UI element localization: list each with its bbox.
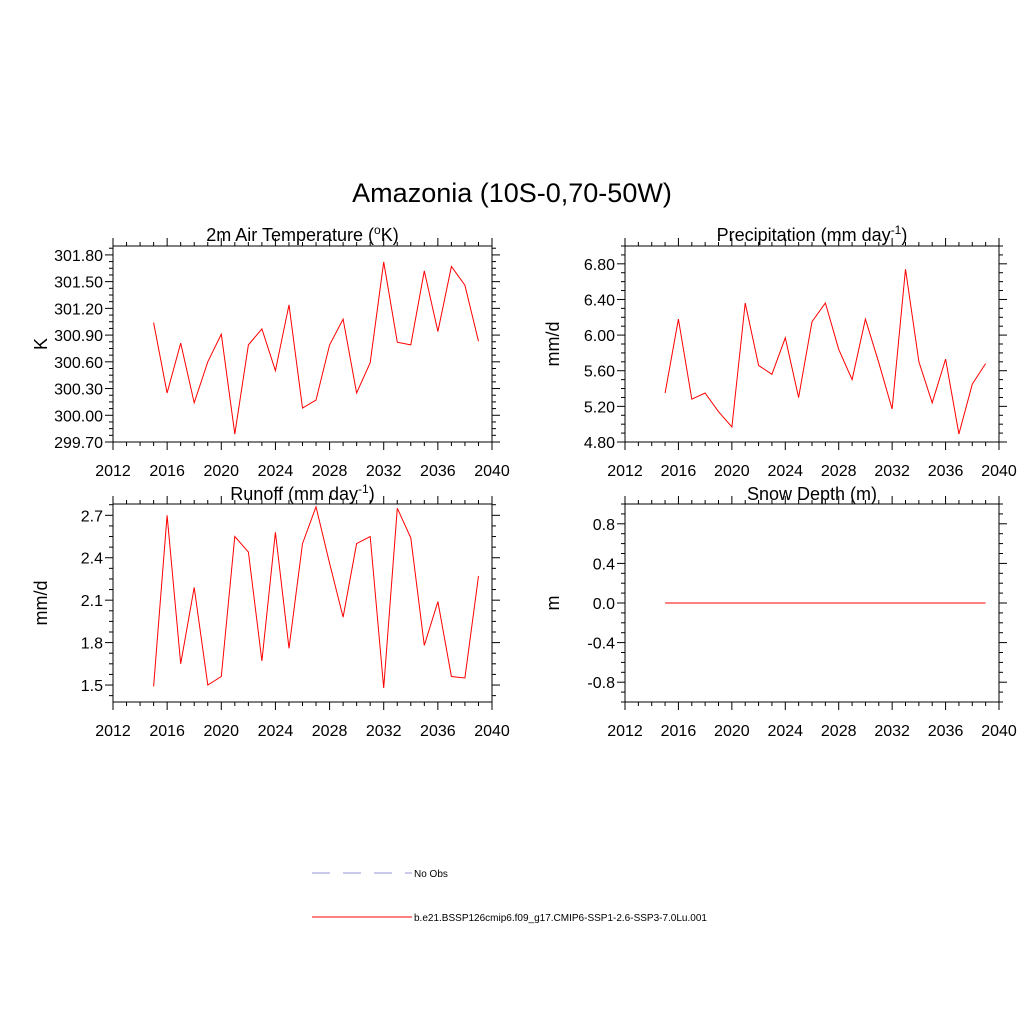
y-tick-label: 0.8 — [593, 517, 615, 534]
panel-1: 2m Air Temperature (oK) K 2012 2016 2020 2024… — [31, 223, 510, 480]
y-tick-label: 4.80 — [584, 435, 615, 452]
x-tick-label: 2012 — [95, 723, 131, 740]
series-line — [153, 261, 479, 435]
plot-frame — [112, 245, 493, 443]
y-axis-label: mm/d — [543, 322, 563, 367]
y-tick-label: 301.50 — [54, 275, 103, 292]
panel-title-main: 2m Air Temperature ( — [206, 225, 374, 245]
panel-title-tail: ) — [901, 225, 907, 245]
x-tick-label: 2036 — [420, 723, 456, 740]
figure-title: Amazonia (10S-0,70-50W) — [352, 178, 672, 208]
y-tick-label: 6.40 — [584, 292, 615, 309]
x-tick-label: 2036 — [928, 723, 964, 740]
x-tick-label: 2028 — [312, 463, 348, 480]
x-tick-label: 2040 — [474, 723, 510, 740]
y-tick-label: -0.8 — [587, 675, 615, 692]
legend-label: b.e21.BSSP126cmip6.f09_g17.CMIP6-SSP1-2.… — [414, 913, 707, 924]
x-tick-label: 2032 — [366, 723, 402, 740]
x-tick-label: 2020 — [203, 463, 239, 480]
y-tick-label: 0.0 — [593, 596, 615, 613]
x-tick-label: 2012 — [95, 463, 131, 480]
panel-title-main: Precipitation (mm day — [717, 225, 891, 245]
y-tick-label: 300.30 — [54, 382, 103, 399]
panels: 2m Air Temperature (oK) K 2012 2016 2020 2024… — [31, 223, 1017, 740]
y-tick-label: 5.60 — [584, 364, 615, 381]
panel-2: Precipitation (mm day-1) mm/d 2012 2016 2020… — [543, 223, 1017, 480]
x-tick-label: 2016 — [661, 723, 697, 740]
y-tick-label: 2.4 — [81, 551, 103, 568]
x-tick-label: 2016 — [149, 723, 185, 740]
y-axis-label: m — [543, 596, 563, 611]
panel-3: Runoff (mm day-1) mm/d 2012 2016 2020 2024 202… — [31, 482, 510, 740]
y-tick-label: 300.60 — [54, 355, 103, 372]
x-tick-label: 2020 — [714, 723, 750, 740]
x-tick-label: 2016 — [661, 463, 697, 480]
x-tick-label: 2024 — [767, 463, 803, 480]
y-axis-label: K — [31, 338, 51, 350]
plot-frame — [624, 245, 1000, 443]
x-tick-label: 2024 — [258, 463, 294, 480]
panel-title-superscript: -1 — [358, 482, 369, 496]
y-tick-label: 300.90 — [54, 328, 103, 345]
x-tick-label: 2032 — [874, 463, 910, 480]
x-tick-label: 2032 — [874, 723, 910, 740]
x-tick-label: 2040 — [981, 723, 1017, 740]
x-tick-label: 2012 — [607, 463, 643, 480]
legend: No Obs b.e21.BSSP126cmip6.f09_g17.CMIP6-S… — [312, 869, 707, 924]
x-tick-label: 2024 — [767, 723, 803, 740]
x-tick-label: 2028 — [312, 723, 348, 740]
panel-title-superscript: o — [374, 223, 381, 237]
panel-title-superscript: -1 — [891, 223, 902, 237]
x-tick-label: 2028 — [821, 463, 857, 480]
y-tick-label: 1.8 — [81, 636, 103, 653]
x-tick-label: 2040 — [474, 463, 510, 480]
panel-title-main: Runoff (mm day — [230, 484, 358, 504]
y-tick-label: 2.1 — [81, 593, 103, 610]
panel-4: Snow Depth (m) m 2012 2016 2020 2024 2028 2032 2… — [543, 484, 1017, 740]
y-tick-label: 6.00 — [584, 328, 615, 345]
y-tick-label: 0.4 — [593, 556, 615, 573]
y-tick-label: 299.70 — [54, 435, 103, 452]
panel-title-tail: K) — [381, 225, 399, 245]
y-tick-label: 301.80 — [54, 248, 103, 265]
x-tick-label: 2036 — [928, 463, 964, 480]
y-tick-label: 6.80 — [584, 257, 615, 274]
y-tick-label: 1.5 — [81, 678, 103, 695]
y-tick-label: 301.20 — [54, 301, 103, 318]
panel-title-tail: ) — [369, 484, 375, 504]
x-tick-label: 2020 — [714, 463, 750, 480]
x-tick-label: 2024 — [258, 723, 294, 740]
x-tick-label: 2040 — [981, 463, 1017, 480]
panel-title-main: Snow Depth (m) — [747, 484, 877, 504]
series-line — [664, 269, 987, 435]
y-tick-label: 2.7 — [81, 508, 103, 525]
y-axis-label: mm/d — [31, 581, 51, 626]
plot-frame — [112, 503, 493, 703]
panel-title: 2m Air Temperature (oK) — [206, 223, 398, 245]
legend-label: No Obs — [414, 869, 448, 880]
panel-title: Snow Depth (m) — [747, 484, 877, 504]
y-tick-label: 300.00 — [54, 408, 103, 425]
x-tick-label: 2016 — [149, 463, 185, 480]
panel-title: Runoff (mm day-1) — [230, 482, 374, 504]
series-line — [153, 505, 479, 688]
x-tick-label: 2032 — [366, 463, 402, 480]
panel-title: Precipitation (mm day-1) — [717, 223, 908, 245]
y-tick-label: 5.20 — [584, 399, 615, 416]
x-tick-label: 2028 — [821, 723, 857, 740]
x-tick-label: 2020 — [203, 723, 239, 740]
y-tick-label: -0.4 — [587, 636, 615, 653]
x-tick-label: 2036 — [420, 463, 456, 480]
x-tick-label: 2012 — [607, 723, 643, 740]
